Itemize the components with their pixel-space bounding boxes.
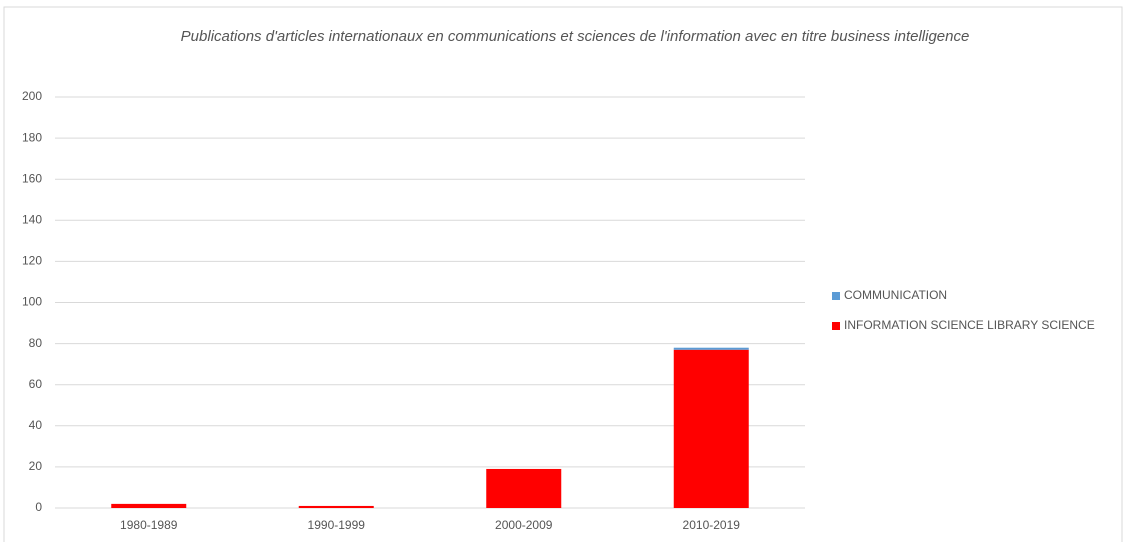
y-tick-label: 20 xyxy=(29,459,43,473)
x-tick-label: 1990-1999 xyxy=(308,518,366,532)
y-tick-label: 100 xyxy=(22,295,42,309)
bar-segment xyxy=(673,349,749,508)
x-tick-label: 2010-2019 xyxy=(683,518,741,532)
y-tick-label: 80 xyxy=(29,336,43,350)
bar-segment xyxy=(673,347,749,350)
y-tick-label: 160 xyxy=(22,171,42,185)
legend-swatch xyxy=(832,322,840,330)
x-tick-label: 1980-1989 xyxy=(120,518,178,532)
y-tick-label: 200 xyxy=(22,89,42,103)
bar-segment xyxy=(111,503,187,508)
bar-segment xyxy=(298,505,374,508)
legend-swatch xyxy=(832,292,840,300)
y-tick-label: 140 xyxy=(22,212,42,226)
y-tick-label: 40 xyxy=(29,418,43,432)
y-tick-label: 60 xyxy=(29,377,43,391)
legend-label: INFORMATION SCIENCE LIBRARY SCIENCE xyxy=(844,318,1095,332)
y-tick-label: 120 xyxy=(22,254,42,268)
bar-segment xyxy=(486,468,562,508)
y-tick-label: 180 xyxy=(22,130,42,144)
legend-label: COMMUNICATION xyxy=(844,288,947,302)
chart-title: Publications d'articles internationaux e… xyxy=(180,28,970,45)
y-tick-label: 0 xyxy=(35,500,42,514)
chart-border xyxy=(3,6,1123,542)
x-tick-label: 2000-2009 xyxy=(495,518,553,532)
